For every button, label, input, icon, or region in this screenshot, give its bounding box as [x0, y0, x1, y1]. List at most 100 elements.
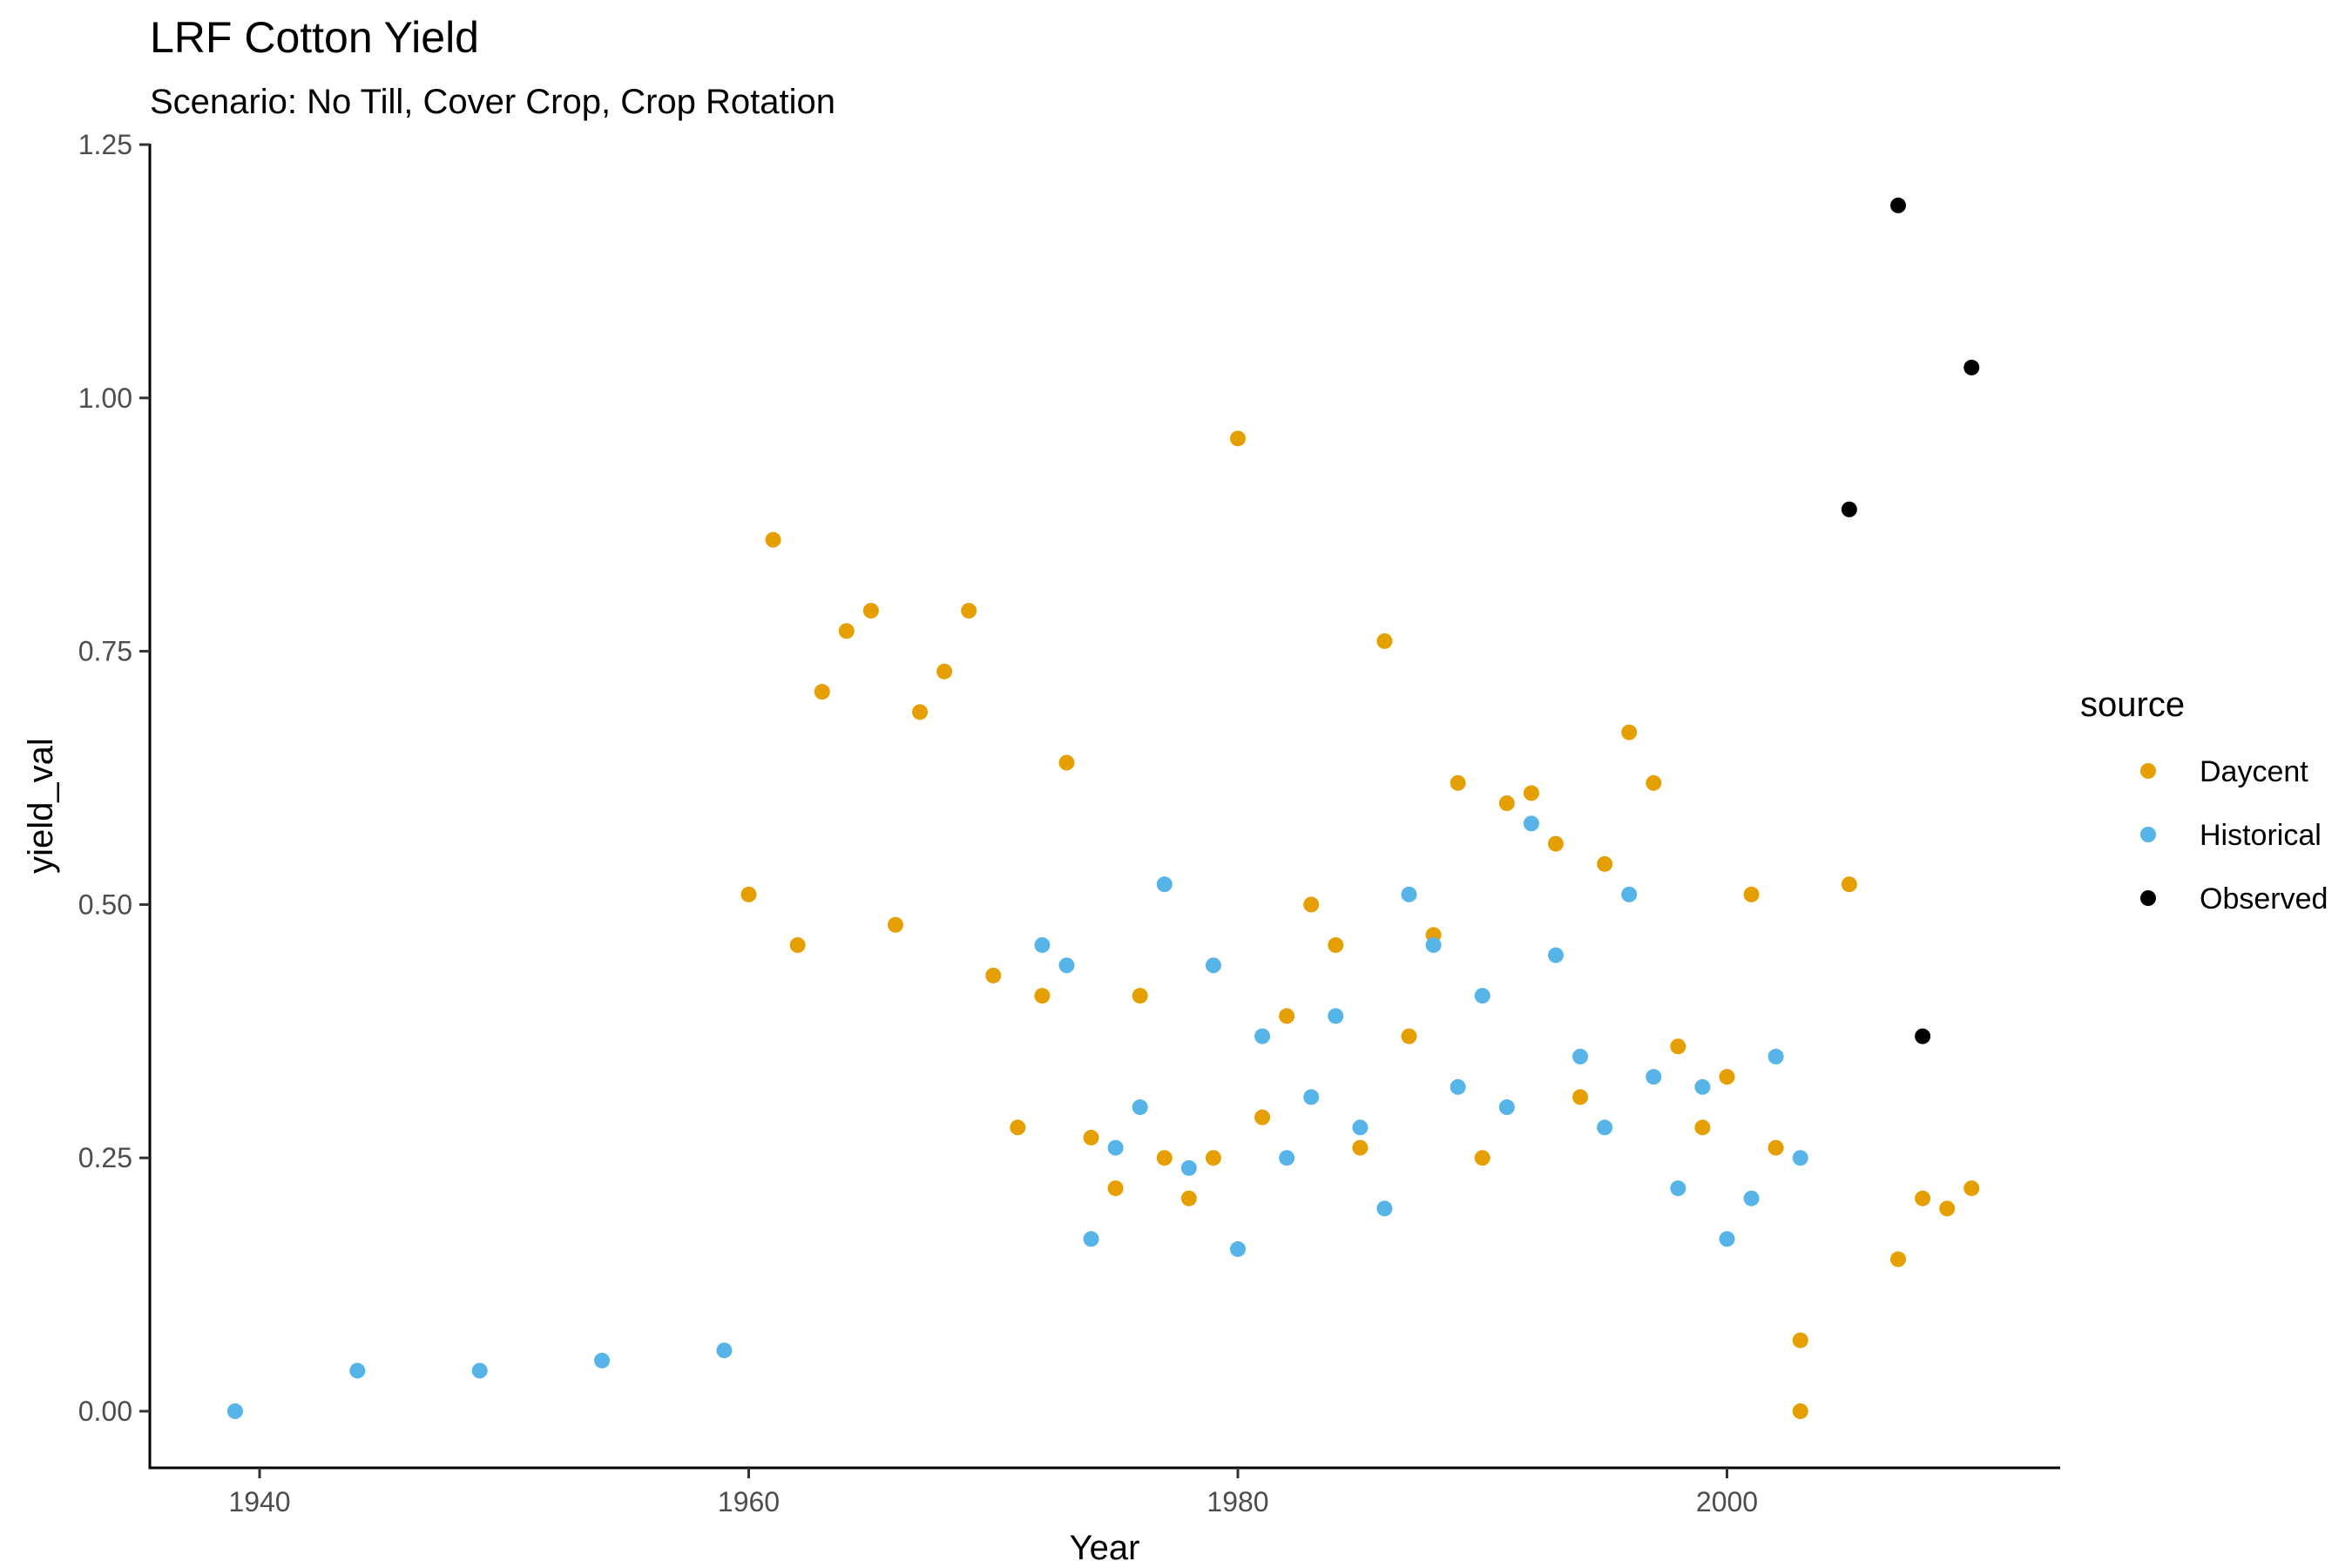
historical-point — [1107, 1139, 1124, 1156]
daycent-point — [1230, 430, 1246, 447]
historical-point — [1474, 988, 1490, 1004]
historical-point — [1767, 1048, 1784, 1064]
daycent-point — [1058, 754, 1075, 771]
historical-point — [1597, 1119, 1613, 1136]
daycent-point — [1743, 886, 1760, 902]
daycent-point — [1303, 896, 1320, 913]
historical-point — [1719, 1231, 1735, 1247]
daycent-point — [1915, 1190, 1931, 1206]
y-tick-label: 0.25 — [78, 1142, 132, 1173]
x-tick-label: 1940 — [228, 1486, 290, 1517]
historical-point — [1083, 1231, 1099, 1247]
daycent-point — [740, 886, 757, 902]
historical-point — [1425, 936, 1442, 953]
legend-items: Daycent Historical Observed — [2140, 755, 2328, 916]
historical-point — [1498, 1099, 1515, 1116]
historical-point — [1156, 876, 1173, 893]
y-tick-label: 1.00 — [78, 382, 132, 414]
historical-point — [1646, 1069, 1662, 1085]
daycent-point — [765, 531, 781, 548]
historical-point — [226, 1403, 243, 1419]
daycent-point — [1841, 876, 1857, 893]
daycent-point — [961, 603, 977, 619]
daycent-point — [1646, 774, 1662, 791]
daycent-point — [985, 967, 1002, 983]
daycent-point — [1719, 1069, 1735, 1085]
x-axis-title: Year — [1070, 1529, 1140, 1567]
daycent-point — [1010, 1119, 1026, 1136]
x-ticks: 1940 1960 1980 2000 — [228, 1468, 1758, 1517]
daycent-point — [1498, 795, 1515, 812]
historical-point — [1523, 815, 1539, 832]
observed-point — [1890, 197, 1907, 213]
daycent-point — [1963, 1180, 1980, 1197]
historical-point — [1279, 1150, 1295, 1166]
historical-point — [1180, 1159, 1197, 1176]
y-axis-title: yield_val — [22, 738, 60, 874]
daycent-point — [1939, 1200, 1956, 1217]
daycent-point — [1083, 1129, 1099, 1146]
daycent-point — [862, 603, 879, 619]
daycent-point — [1474, 1150, 1490, 1166]
daycent-point — [1376, 632, 1393, 649]
historical-point — [1743, 1190, 1760, 1206]
daycent-point — [1621, 724, 1638, 740]
daycent-point — [1572, 1089, 1589, 1105]
daycent-point — [1352, 1139, 1369, 1156]
daycent-point — [1254, 1109, 1271, 1125]
daycent-point — [887, 916, 903, 933]
historical-point — [1621, 886, 1638, 902]
legend-key-daycent — [2140, 763, 2156, 779]
x-tick-label: 2000 — [1696, 1486, 1758, 1517]
x-tick-label: 1960 — [718, 1486, 780, 1517]
chart-subtitle: Scenario: No Till, Cover Crop, Crop Rota… — [150, 83, 835, 121]
y-tick-label: 0.00 — [78, 1396, 132, 1427]
historical-point — [471, 1362, 488, 1379]
daycent-point — [1792, 1403, 1808, 1419]
observed-point — [1841, 501, 1857, 517]
legend-key-historical — [2140, 827, 2156, 842]
y-ticks: 0.00 0.25 0.50 0.75 1.00 1.25 — [78, 129, 150, 1427]
y-tick-label: 0.75 — [78, 636, 132, 667]
daycent-point — [1597, 855, 1613, 872]
daycent-point — [1132, 988, 1148, 1004]
daycent-point — [1792, 1332, 1808, 1348]
historical-point — [349, 1362, 366, 1379]
daycent-point — [1180, 1190, 1197, 1206]
daycent-point — [838, 623, 855, 639]
daycent-point — [936, 663, 953, 679]
legend-label-daycent: Daycent — [2200, 755, 2308, 788]
legend: source Daycent Historical Observed — [2080, 686, 2328, 916]
historical-point — [594, 1352, 611, 1369]
daycent-point — [1450, 774, 1466, 791]
y-tick-label: 0.50 — [78, 889, 132, 920]
legend-label-observed: Observed — [2200, 882, 2328, 916]
legend-label-historical: Historical — [2200, 819, 2322, 852]
daycent-point — [814, 684, 830, 700]
daycent-point — [1890, 1251, 1907, 1267]
daycent-point — [1279, 1008, 1295, 1024]
historical-point — [1572, 1048, 1589, 1064]
daycent-point — [1034, 988, 1051, 1004]
y-tick-label: 1.25 — [78, 129, 132, 160]
daycent-point — [1767, 1139, 1784, 1156]
historical-point — [1132, 1099, 1148, 1116]
data-points — [226, 197, 1980, 1419]
daycent-point — [1205, 1150, 1221, 1166]
historical-point — [1792, 1150, 1808, 1166]
daycent-point — [1401, 1028, 1417, 1044]
axes — [148, 144, 2060, 1470]
historical-point — [1694, 1078, 1711, 1095]
historical-point — [1376, 1200, 1393, 1217]
x-tick-label: 1980 — [1206, 1486, 1268, 1517]
legend-key-observed — [2140, 890, 2156, 906]
chart-title: LRF Cotton Yield — [150, 13, 479, 62]
historical-point — [1254, 1028, 1271, 1044]
historical-point — [1547, 947, 1564, 963]
daycent-point — [912, 704, 929, 720]
observed-point — [1963, 359, 1980, 375]
daycent-point — [1328, 936, 1344, 953]
historical-point — [1230, 1240, 1246, 1257]
observed-point — [1915, 1028, 1931, 1044]
